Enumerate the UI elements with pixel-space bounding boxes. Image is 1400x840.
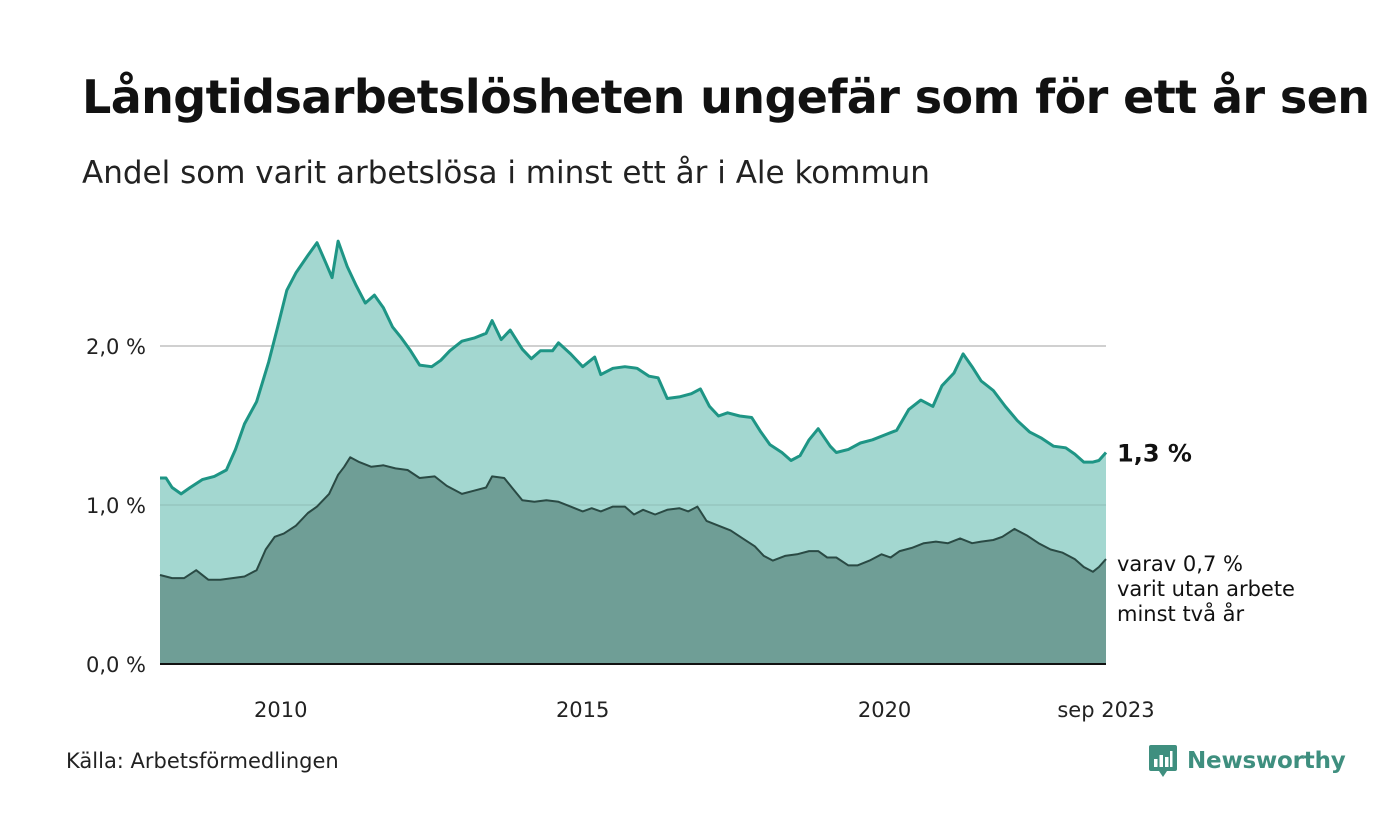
series-line-two-years [159,456,1107,581]
end-label-total: 1,3 % [1117,440,1192,468]
chart-title: Långtidsarbetslösheten ungefär som för e… [82,70,1370,124]
end-label-two-years-line: varav 0,7 % [1117,552,1243,576]
area-two-years-fill [160,457,1106,664]
end-label-two-years-line: varit utan arbete [1117,577,1295,601]
source-note: Källa: Arbetsförmedlingen [66,749,339,773]
x-tick-label: sep 2023 [1057,698,1154,722]
y-tick-label: 1,0 % [86,494,146,518]
series-line-total [160,239,1108,496]
brand-logo: Newsworthy [1148,744,1346,778]
x-tick-label: 2015 [556,698,609,722]
end-label-two-years-line: minst två år [1117,601,1245,626]
chart-subtitle: Andel som varit arbetslösa i minst ett å… [82,155,930,191]
x-tick-label: 2020 [858,698,911,722]
x-tick-label: 2010 [254,698,307,722]
brand-name: Newsworthy [1187,748,1346,774]
newsworthy-logo-icon [1149,745,1177,777]
y-tick-label: 2,0 % [86,335,146,359]
y-tick-label: 0,0 % [86,653,146,677]
